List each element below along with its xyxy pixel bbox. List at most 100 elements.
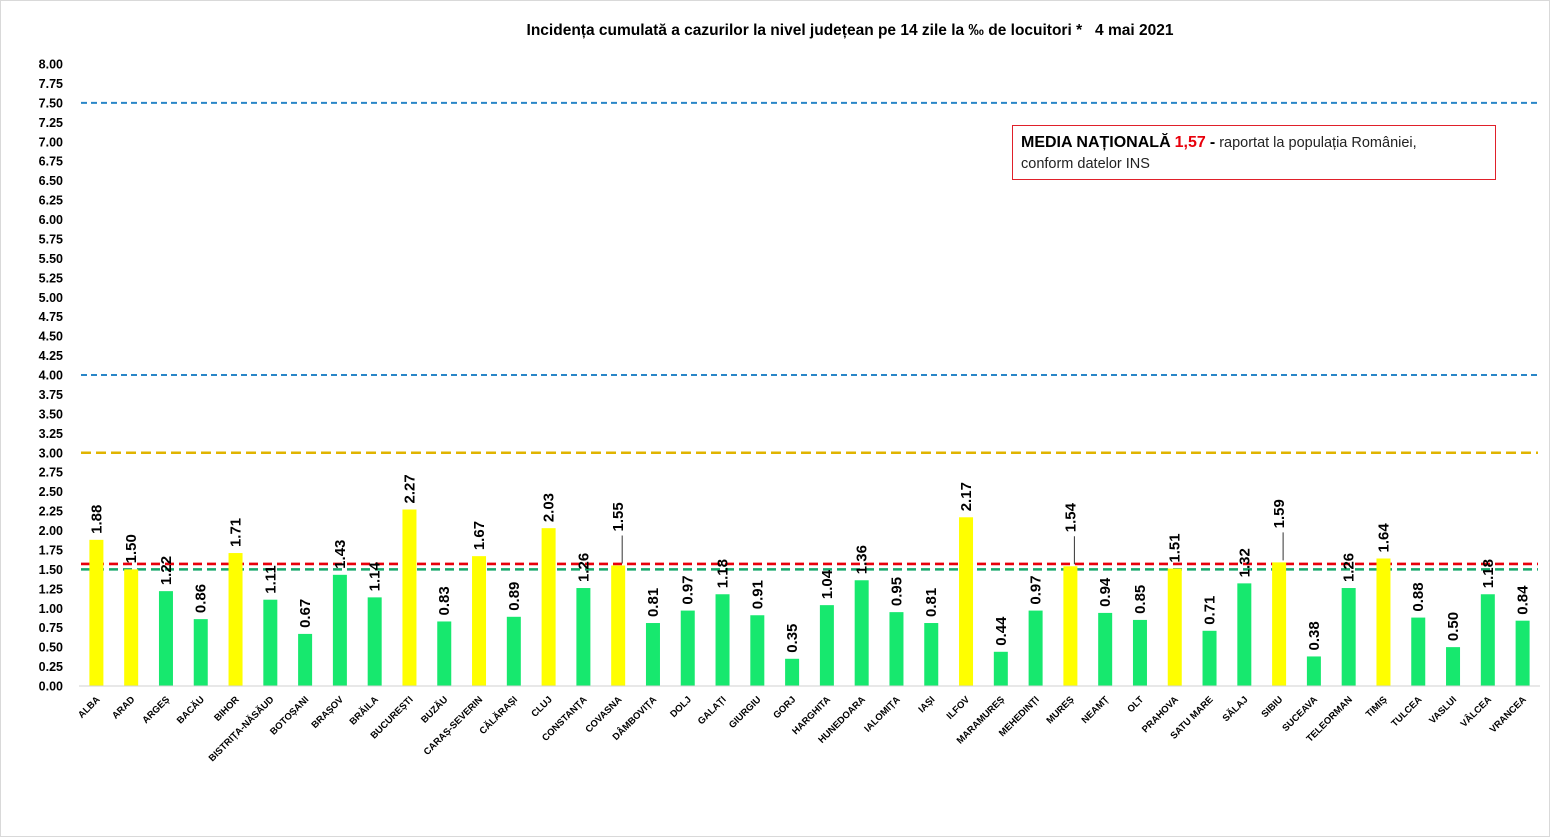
bar-ialomița	[889, 612, 904, 686]
data-label: 1.11	[262, 565, 279, 593]
bar-argeș	[158, 591, 173, 686]
y-tick-label: 4.00	[39, 369, 63, 383]
y-tick-label: 2.25	[39, 505, 63, 519]
y-tick-label: 0.75	[39, 621, 63, 635]
x-tick-label: BRAȘOV	[309, 694, 346, 731]
bar-neamț	[1098, 612, 1113, 686]
bar-vâlcea	[1480, 594, 1495, 686]
x-tick-label: VÂLCEA	[1458, 694, 1494, 730]
x-tick-label: IALOMIȚA	[862, 694, 902, 734]
y-tick-label: 1.00	[39, 602, 63, 616]
bar-vaslui	[1446, 647, 1461, 686]
bar-maramureș	[993, 651, 1008, 686]
data-label: 1.54	[1062, 502, 1079, 532]
data-label: 1.71	[228, 518, 245, 547]
data-label: 0.50	[1445, 612, 1462, 641]
y-tick-label: 6.75	[39, 155, 63, 169]
data-label: 1.18	[1480, 559, 1497, 588]
bar-olt	[1132, 619, 1147, 686]
bar-bacău	[193, 619, 208, 686]
bar-giurgiu	[750, 615, 765, 686]
y-tick-label: 7.75	[39, 77, 63, 91]
x-tick-label: GIURGIU	[727, 694, 764, 731]
y-tick-label: 5.00	[39, 291, 63, 305]
data-label: 0.35	[784, 624, 801, 653]
data-label: 0.81	[923, 588, 940, 617]
bar-brașov	[332, 574, 347, 686]
y-tick-label: 7.00	[39, 135, 63, 149]
data-label: 2.03	[541, 493, 558, 522]
data-label: 0.84	[1515, 585, 1532, 615]
bar-sibiu	[1272, 562, 1287, 686]
data-label: 0.83	[436, 586, 453, 615]
data-label: 1.14	[367, 562, 384, 592]
x-tick-label: BRĂILA	[348, 694, 381, 727]
x-tick-label: BISTRIȚA-NĂSĂUD	[207, 694, 277, 764]
chart-title: Incidența cumulată a cazurilor la nivel …	[526, 22, 1174, 39]
y-tick-label: 2.50	[39, 485, 63, 499]
note-label: MEDIA NAȚIONALĂ	[1021, 134, 1171, 151]
x-tick-label: ARAD	[110, 694, 137, 721]
x-tick-label: GORJ	[771, 694, 798, 721]
y-tick-label: 4.25	[39, 349, 63, 363]
y-tick-label: 7.25	[39, 116, 63, 130]
bar-constanța	[576, 588, 591, 686]
y-tick-label: 3.75	[39, 388, 63, 402]
data-label: 1.18	[715, 559, 732, 588]
y-tick-label: 2.75	[39, 466, 63, 480]
bar-timiș	[1376, 558, 1391, 686]
note-text-line1: raportat la populația României,	[1219, 135, 1417, 151]
bar-bihor	[228, 553, 243, 686]
data-label: 1.88	[88, 505, 105, 534]
data-label: 0.38	[1306, 621, 1323, 650]
y-tick-label: 3.00	[39, 446, 63, 460]
x-tick-label: TIMIȘ	[1364, 694, 1390, 720]
x-tick-label: IAȘI	[917, 694, 938, 715]
bar-hunedoara	[854, 580, 869, 686]
x-tick-label: MUREȘ	[1044, 694, 1076, 726]
y-tick-label: 1.25	[39, 582, 63, 596]
bar-mureș	[1063, 566, 1078, 686]
y-tick-label: 0.50	[39, 641, 63, 655]
y-tick-label: 3.50	[39, 407, 63, 421]
bar-vrancea	[1515, 620, 1530, 686]
data-label: 0.94	[1097, 577, 1114, 607]
x-tick-label: GALAȚI	[696, 694, 729, 727]
y-tick-label: 4.75	[39, 310, 63, 324]
y-tick-label: 8.00	[39, 58, 63, 72]
x-tick-label: CARAȘ-SEVERIN	[422, 694, 485, 757]
bar-harghita	[819, 605, 834, 686]
data-label: 1.55	[610, 502, 627, 531]
data-label: 0.97	[680, 575, 697, 604]
data-label: 0.95	[888, 577, 905, 606]
x-tick-label: ALBA	[76, 694, 103, 721]
y-tick-label: 5.75	[39, 232, 63, 246]
bar-suceava	[1306, 656, 1321, 686]
data-label: 0.89	[506, 582, 523, 611]
y-tick-label: 3.25	[39, 427, 63, 441]
x-tick-label: SĂLAJ	[1221, 694, 1251, 724]
bar-buzău	[437, 621, 452, 686]
bar-bistrița-năsăud	[263, 599, 278, 686]
x-tick-label: ARGEȘ	[140, 694, 172, 726]
bar-bucurești	[402, 509, 417, 686]
x-tick-label: DOLJ	[668, 694, 694, 720]
y-tick-label: 0.00	[39, 680, 63, 694]
note-dash: -	[1209, 134, 1216, 151]
bar-brăila	[367, 597, 382, 686]
x-tick-label: VASLUI	[1427, 694, 1459, 726]
bar-călărași	[506, 616, 521, 686]
y-tick-label: 5.25	[39, 271, 63, 285]
note-text-line2: conform datelor INS	[1021, 156, 1150, 172]
x-tick-label: BACĂU	[175, 694, 207, 726]
x-tick-label: CĂLĂRAȘI	[477, 694, 519, 736]
y-tick-label: 2.00	[39, 524, 63, 538]
data-label: 0.85	[1132, 585, 1149, 614]
y-tick-label: 6.00	[39, 213, 63, 227]
x-axis: ALBA ARAD ARGEȘ BACĂU BIHORBISTRIȚA-NĂSĂUDBO…	[76, 685, 1540, 764]
data-label: 0.81	[645, 588, 662, 617]
x-tick-label: VRANCEA	[1488, 694, 1529, 735]
bar-covasna	[611, 565, 626, 686]
bar-caraș-severin	[472, 556, 487, 686]
